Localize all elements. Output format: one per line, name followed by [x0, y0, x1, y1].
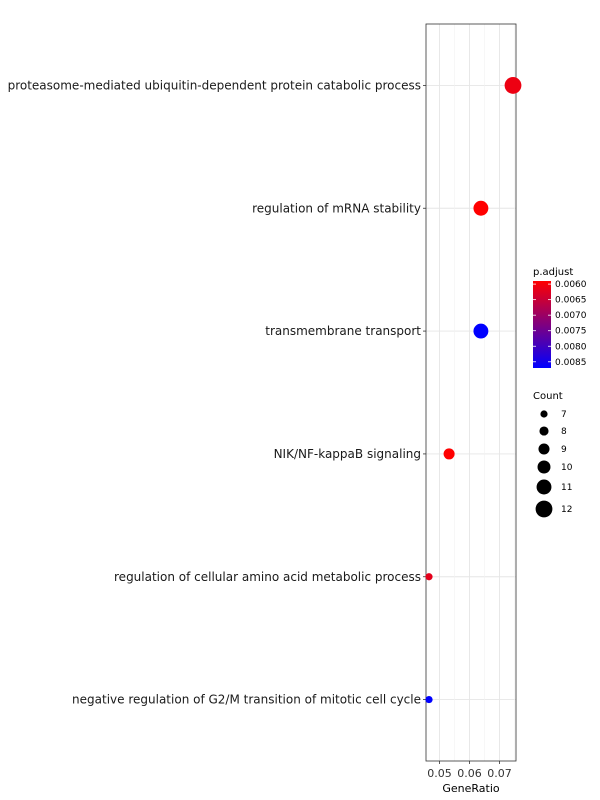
category-label: regulation of cellular amino acid metabo… [114, 570, 421, 584]
size-legend-label: 11 [561, 483, 572, 493]
panel-border [425, 23, 517, 762]
color-legend-title: p.adjust [533, 267, 573, 278]
color-legend-ticks: 0.0060 0.0065 0.0070 0.0075 0.0080 0.0085 [533, 280, 587, 368]
color-legend-label: 0.0070 [555, 311, 587, 321]
category-label: negative regulation of G2/M transition o… [72, 693, 421, 707]
category-label: regulation of mRNA stability [252, 201, 421, 215]
x-axis-title: GeneRatio [442, 782, 500, 795]
size-legend-dot [537, 460, 551, 474]
size-legend-dot [538, 443, 550, 455]
size-legend-title: Count [533, 391, 563, 402]
color-legend: p.adjust 0.00600.00650.00700.00750.00800… [533, 267, 587, 368]
data-point [473, 200, 489, 216]
size-legend-label: 8 [561, 427, 567, 437]
size-legend-label: 12 [561, 505, 572, 515]
size-legend-dot [536, 479, 552, 495]
size-legend-label: 7 [561, 410, 567, 420]
size-legend-dot [539, 426, 549, 436]
data-point [425, 695, 433, 704]
data-point [425, 573, 433, 581]
size-legend-dot [535, 500, 553, 518]
data-point [473, 323, 489, 339]
size-legend-label: 9 [561, 445, 567, 455]
category-label: transmembrane transport [265, 324, 421, 338]
category-labels: proteasome-mediated ubiquitin-dependent … [8, 78, 426, 707]
data-points [425, 77, 522, 704]
color-legend-label: 0.0060 [555, 280, 587, 290]
data-point [504, 77, 522, 94]
color-legend-label: 0.0080 [555, 342, 587, 352]
color-legend-label: 0.0075 [555, 327, 587, 337]
x-tick-label: 0.07 [487, 767, 512, 780]
x-tick-label: 0.05 [427, 767, 452, 780]
color-legend-label: 0.0085 [555, 358, 587, 368]
category-label: proteasome-mediated ubiquitin-dependent … [8, 78, 421, 92]
size-legend: Count 7 8 9 10 11 12 [533, 391, 573, 518]
color-legend-label: 0.0065 [555, 296, 587, 306]
color-bar [533, 281, 551, 368]
size-legend-dot [540, 410, 548, 418]
category-label: NIK/NF-kappaB signaling [274, 447, 421, 461]
x-tick-label: 0.06 [457, 767, 482, 780]
data-point [443, 448, 455, 460]
size-legend-label: 10 [561, 463, 573, 473]
size-legend-keys: 7 8 9 10 11 12 [535, 410, 573, 518]
panel-grid [426, 24, 516, 761]
x-axis-ticks: 0.05 0.06 0.07 [427, 761, 512, 780]
